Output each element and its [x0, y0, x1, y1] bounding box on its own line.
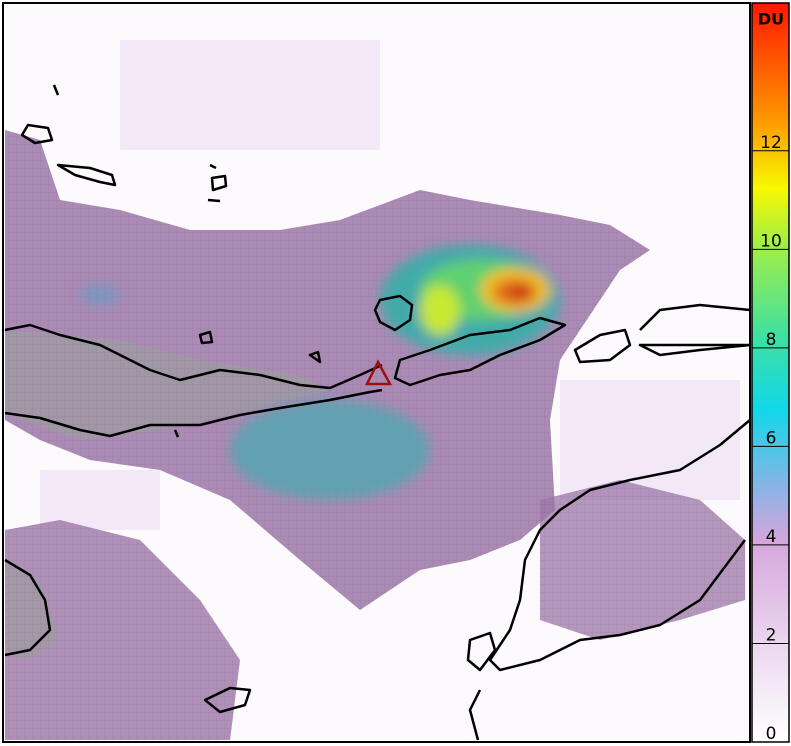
colorbar-unit: DU: [758, 10, 784, 29]
volcano-marker: [364, 359, 393, 386]
colorbar-tick-label: 12: [760, 133, 782, 153]
colorbar-tick-label: 8: [766, 330, 777, 350]
colorbar-tick-label: 6: [766, 428, 777, 448]
colorbar-tick-label: 4: [766, 527, 777, 547]
colorbar-gradient: [751, 2, 790, 743]
map-frame: [2, 2, 751, 743]
coastlines: [4, 84, 752, 741]
colorbar-tick-label: 2: [766, 625, 777, 645]
map: [2, 2, 752, 743]
light-haze: [40, 40, 740, 530]
colorbar-tick-label: 0: [766, 724, 777, 744]
colorbar: DU 0 2 4 6 8 10 12: [751, 2, 790, 744]
colorbar-tick-label: 10: [760, 231, 782, 251]
